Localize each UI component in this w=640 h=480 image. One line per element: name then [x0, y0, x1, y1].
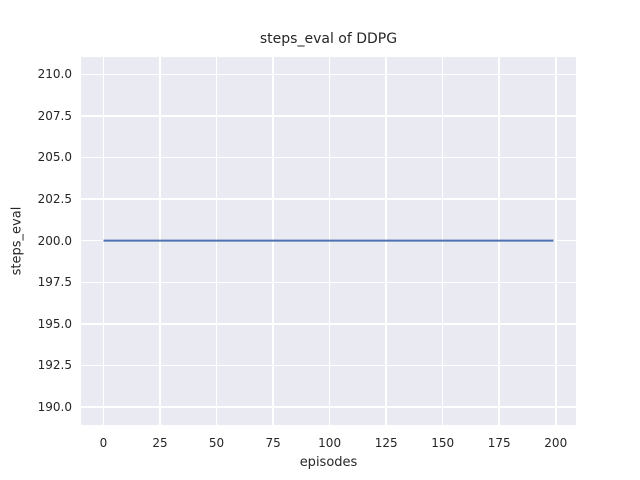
x-tick-label: 100	[318, 436, 342, 450]
x-tick-label: 150	[431, 436, 455, 450]
y-gridline	[81, 406, 576, 408]
y-gridline	[81, 281, 576, 283]
y-tick-label: 205.0	[37, 150, 72, 165]
chart-title: steps_eval of DDPG	[259, 31, 398, 47]
x-tick-label: 25	[152, 436, 168, 450]
y-gridline	[81, 156, 576, 159]
plot-area: 0 25 50 75 100 125 150 175 200 190.0 192.5 195.0 197…	[38, 57, 576, 450]
x-tick-label: 50	[208, 436, 225, 450]
y-tick-label: 200.0	[37, 233, 72, 248]
x-tick-label: 175	[487, 436, 511, 450]
y-tick-label: 207.5	[37, 108, 72, 123]
y-tick-label: 202.5	[37, 192, 72, 207]
y-gridline	[81, 364, 576, 367]
x-tick-label: 0	[99, 436, 108, 450]
y-gridline	[81, 323, 576, 325]
y-tick-label: 197.5	[37, 275, 72, 290]
y-gridline	[81, 198, 576, 200]
x-tick-label: 125	[374, 436, 398, 450]
x-tick-label: 75	[265, 436, 281, 450]
y-tick-label: 190.0	[37, 400, 72, 415]
x-axis-label: episodes	[299, 455, 358, 470]
y-tick-label: 210.0	[37, 67, 72, 82]
y-tick-label: 192.5	[37, 358, 72, 373]
y-gridline	[81, 115, 576, 117]
y-gridline	[81, 73, 576, 76]
y-tick-label: 195.0	[37, 316, 72, 331]
series-plot	[103, 239, 554, 242]
x-tick-label: 200	[544, 436, 568, 450]
y-axis-label: steps_eval	[9, 206, 25, 276]
